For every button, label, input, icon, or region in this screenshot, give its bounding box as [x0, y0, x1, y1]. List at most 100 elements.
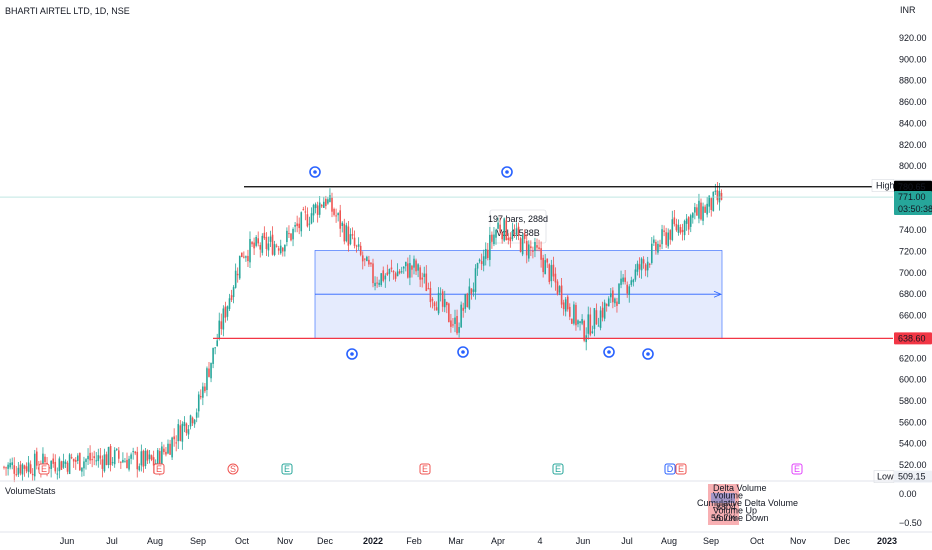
candle-body	[622, 277, 624, 282]
y-tick-label: 880.00	[899, 76, 927, 86]
candle-body	[3, 466, 5, 468]
candle-body	[286, 230, 288, 242]
candle-body	[226, 306, 229, 317]
candle-body	[402, 266, 405, 269]
candle-body	[222, 308, 225, 330]
candle-body	[517, 226, 520, 236]
x-tick-label: 4	[537, 536, 542, 546]
candle-body	[480, 261, 483, 265]
candle-body	[446, 301, 448, 306]
candle-body	[456, 316, 458, 334]
candle-body	[343, 223, 346, 242]
x-tick-label: Nov	[277, 536, 294, 546]
y-tick-label: 600.00	[899, 375, 927, 385]
y-axis[interactable]: 520.00540.00560.00580.00600.00620.00640.…	[899, 33, 927, 470]
candle-body	[534, 241, 536, 252]
candle-body	[495, 230, 497, 238]
date-price-range-box[interactable]: 197 bars, 288dVol 1.588B	[314, 209, 723, 339]
candle-body	[277, 248, 280, 251]
dividend-marker[interactable]	[664, 463, 676, 475]
candle-body	[616, 301, 618, 306]
candle-body	[171, 437, 173, 458]
candle-body	[15, 474, 18, 476]
candle-body	[72, 458, 75, 462]
indicator-tick-label: −0.50	[899, 518, 922, 528]
candle-body	[704, 206, 706, 213]
candle-body	[230, 295, 233, 300]
candle-body	[85, 459, 87, 462]
pivot-marker-dot	[313, 170, 317, 174]
candle-body	[42, 453, 44, 467]
resistance-value: 780.65	[898, 182, 926, 192]
candle-body	[316, 205, 319, 215]
x-tick-label: Oct	[750, 536, 765, 546]
candle-body	[605, 303, 608, 306]
earnings-marker[interactable]	[38, 463, 50, 475]
candle-body	[150, 455, 153, 460]
candle-body	[681, 229, 684, 233]
currency-label: INR	[900, 5, 916, 15]
candle-body	[347, 226, 350, 246]
earnings-marker[interactable]	[153, 463, 165, 475]
event-marker-letter: E	[555, 464, 561, 474]
y-tick-label: 540.00	[899, 439, 927, 449]
candle-body	[56, 473, 59, 475]
candle-body	[359, 245, 362, 255]
candle-body	[64, 461, 67, 464]
candle-body	[716, 190, 719, 201]
split-marker[interactable]	[227, 463, 239, 475]
earnings-marker[interactable]	[419, 463, 431, 475]
candle-body	[702, 206, 704, 221]
event-marker-letter: E	[284, 464, 290, 474]
candle-body	[142, 450, 145, 467]
earnings-marker[interactable]	[552, 463, 564, 475]
candle-body	[521, 234, 524, 255]
candle-body	[31, 473, 34, 476]
candle-body	[593, 308, 596, 330]
candle-body	[5, 467, 7, 469]
candle-body	[648, 263, 651, 265]
candle-body	[253, 242, 255, 249]
candle-body	[665, 232, 667, 245]
candle-body	[210, 362, 212, 379]
candle-body	[470, 288, 473, 294]
candle-body	[562, 302, 565, 310]
chart-title: BHARTI AIRTEL LTD, 1D, NSE	[5, 6, 130, 16]
candle-body	[308, 223, 311, 225]
candle-body	[599, 310, 602, 328]
candle-body	[120, 461, 122, 463]
candle-body	[333, 209, 335, 215]
candle-body	[642, 259, 645, 264]
candle-body	[185, 423, 188, 433]
x-axis[interactable]: Jun Jul Aug Sep Oct Nov Dec 2022 Feb Mar Apr 4 Jun Ju…	[0, 531, 932, 546]
earnings-marker[interactable]	[791, 463, 803, 475]
candle-body	[220, 321, 223, 329]
pivot-marker-dot	[607, 350, 611, 354]
candle-body	[466, 293, 469, 308]
candle-body	[228, 298, 231, 309]
candle-body	[232, 287, 235, 298]
event-marker-letter: E	[156, 464, 162, 474]
candle-body	[216, 340, 218, 347]
candle-body	[581, 318, 583, 324]
candle-body	[212, 347, 214, 364]
candle-body	[241, 252, 243, 258]
candle-body	[130, 454, 132, 459]
candle-body	[357, 244, 360, 247]
indicator-legend-item: Cumulative Delta Volume	[697, 498, 798, 508]
earnings-marker[interactable]	[675, 463, 687, 475]
candle-body	[503, 218, 505, 241]
candle-body	[95, 460, 98, 462]
candle-body	[683, 220, 686, 236]
candle-body	[618, 283, 620, 304]
candle-body	[11, 462, 13, 466]
candle-body	[409, 263, 411, 278]
x-tick-label: 2022	[363, 536, 383, 546]
candle-body	[183, 421, 186, 427]
candle-body	[417, 264, 419, 271]
x-tick-label: Nov	[790, 536, 807, 546]
earnings-marker[interactable]	[281, 463, 293, 475]
horizontal-levels[interactable]	[0, 186, 893, 339]
